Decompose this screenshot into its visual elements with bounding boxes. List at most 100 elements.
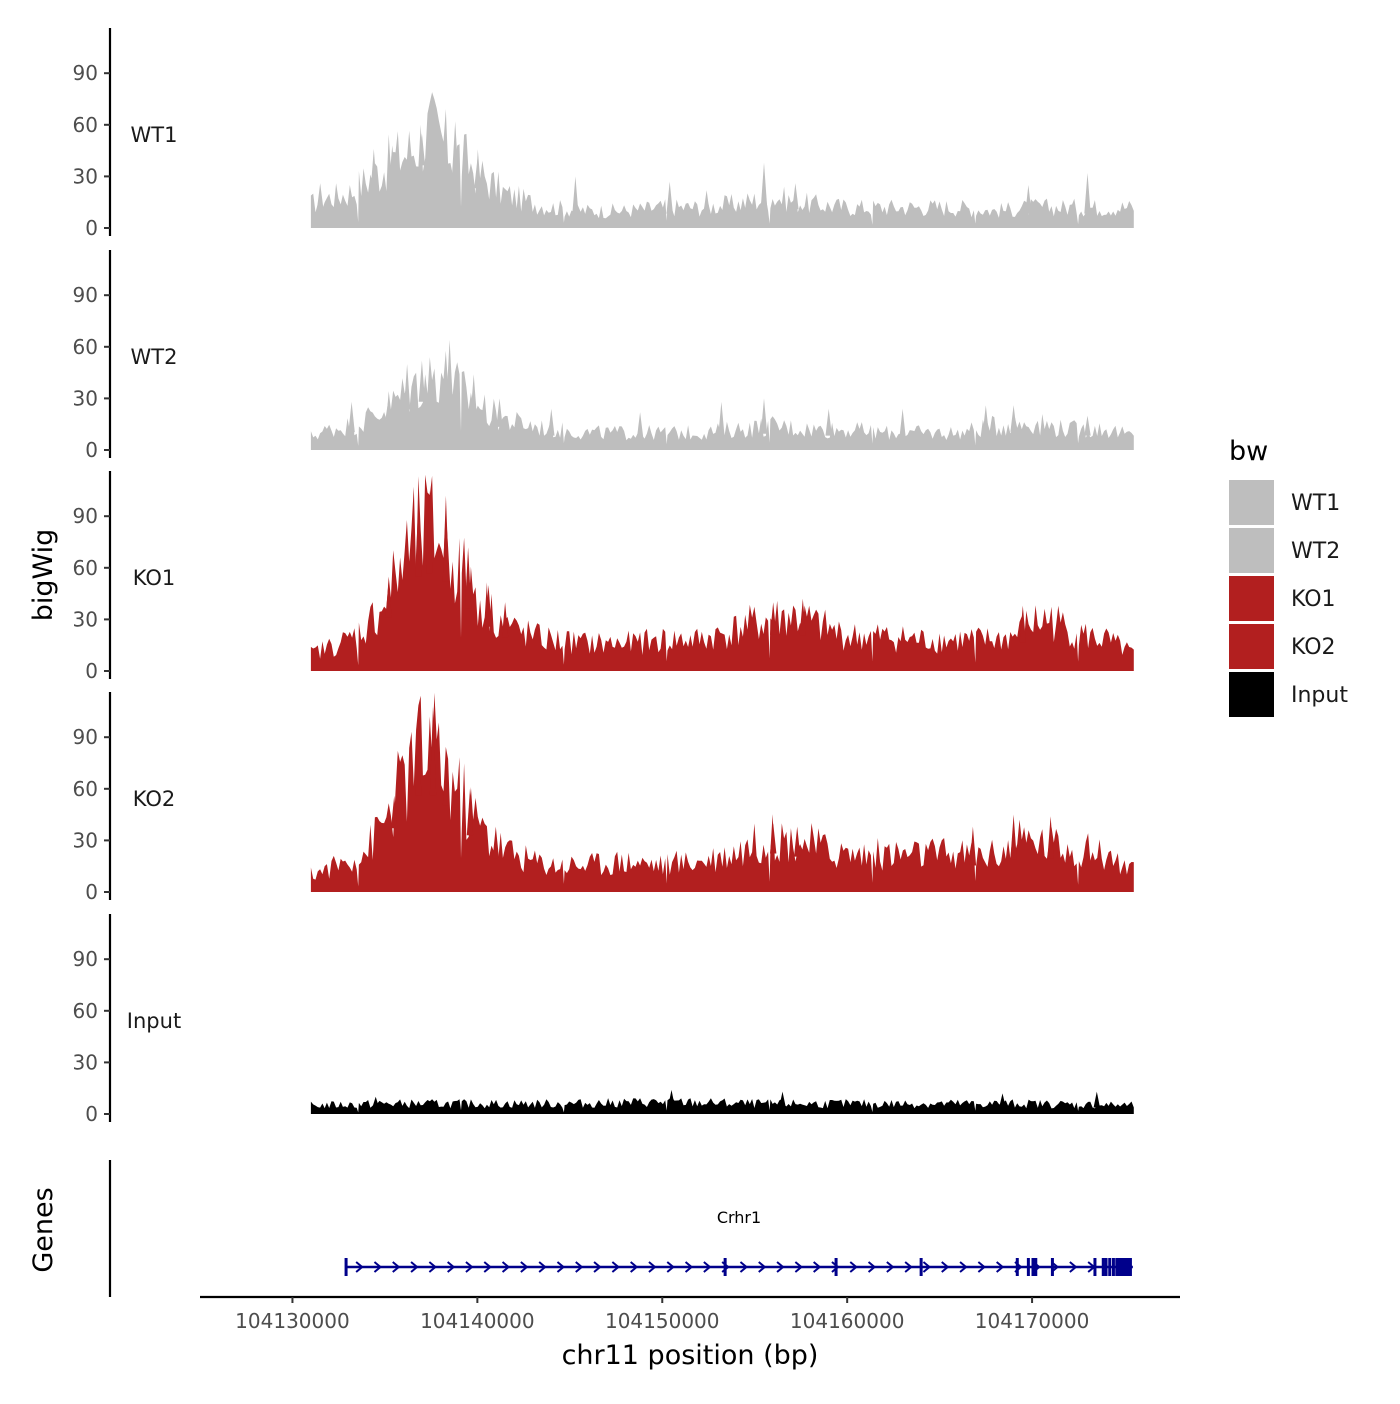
signal-peak bbox=[1019, 605, 1026, 643]
signal-peak bbox=[982, 405, 989, 435]
signal-peak bbox=[1093, 1091, 1100, 1108]
signal-peak bbox=[548, 408, 555, 436]
y-tick-label: 60 bbox=[73, 113, 98, 137]
legend-swatch-input bbox=[1229, 672, 1274, 717]
signal-peak bbox=[572, 176, 579, 216]
y-tick-label: 60 bbox=[73, 556, 98, 580]
strand-arrow-icon bbox=[666, 1261, 675, 1273]
signal-peak bbox=[418, 133, 426, 166]
gene-exon bbox=[1034, 1258, 1038, 1276]
signal-peak bbox=[1025, 185, 1032, 214]
y-tick-label: 90 bbox=[73, 283, 98, 307]
strand-arrow-icon bbox=[410, 1261, 419, 1273]
y-tick-label: 30 bbox=[73, 164, 98, 188]
legend-label-wt1: WT1 bbox=[1291, 491, 1340, 516]
signal-peak bbox=[385, 398, 392, 420]
track-label: WT1 bbox=[131, 123, 178, 147]
strand-arrow-icon bbox=[392, 1261, 401, 1273]
legend-swatch-wt1 bbox=[1229, 480, 1274, 525]
signal-peak bbox=[442, 495, 450, 582]
strand-arrow-icon bbox=[483, 1261, 492, 1273]
track-wt2: 0 30 60 90 WT2 bbox=[73, 250, 1134, 462]
strand-arrow-icon bbox=[630, 1261, 639, 1273]
y-tick-label: 30 bbox=[73, 1050, 98, 1074]
strand-arrow-icon bbox=[373, 1261, 383, 1273]
y-tick-label: 60 bbox=[73, 777, 98, 801]
signal-peak bbox=[770, 602, 777, 635]
gene-exon bbox=[1111, 1258, 1115, 1276]
signal-peak bbox=[666, 181, 673, 214]
y-tick-label: 60 bbox=[73, 335, 98, 359]
strand-arrow-icon bbox=[465, 1261, 474, 1273]
strand-arrow-icon bbox=[648, 1261, 657, 1273]
signal-area-wt2 bbox=[310, 350, 1134, 450]
signal-peak bbox=[501, 602, 509, 638]
track-wt1: 0 30 60 90 WT1 bbox=[73, 28, 1134, 240]
y-tick-label: 30 bbox=[73, 828, 98, 852]
strand-arrow-icon bbox=[776, 1261, 785, 1273]
track-ko2: 0 30 60 90 KO2 bbox=[73, 692, 1134, 904]
signal-peak bbox=[317, 183, 324, 209]
gene-label: Crhr1 bbox=[717, 1208, 761, 1227]
strand-arrow-icon bbox=[355, 1261, 364, 1273]
signal-peak bbox=[464, 547, 472, 609]
signal-peak bbox=[792, 183, 799, 210]
signal-peak bbox=[389, 145, 396, 181]
x-axis: 104130000 104140000 104150000 104160000 1041… bbox=[200, 1295, 1180, 1333]
legend-label-ko2: KO2 bbox=[1291, 635, 1336, 660]
signal-peak bbox=[391, 795, 398, 829]
strand-arrow-icon bbox=[904, 1261, 913, 1273]
legend-label-input: Input bbox=[1291, 683, 1348, 708]
strand-arrow-icon bbox=[867, 1261, 877, 1273]
strand-arrow-icon bbox=[593, 1261, 602, 1273]
gene-exon bbox=[723, 1258, 727, 1276]
gene-exon bbox=[1093, 1258, 1097, 1276]
y-tick-label: 30 bbox=[73, 386, 98, 410]
gene-exon bbox=[919, 1258, 923, 1276]
track-label: WT2 bbox=[131, 345, 178, 369]
y-tick-label: 0 bbox=[85, 880, 98, 904]
signal-peak bbox=[372, 1096, 379, 1107]
strand-arrow-icon bbox=[575, 1261, 584, 1273]
signal-peak bbox=[779, 1091, 786, 1107]
signal-peak bbox=[466, 788, 474, 836]
strand-arrow-icon bbox=[428, 1261, 437, 1273]
gene-exon bbox=[1101, 1258, 1105, 1276]
legend: bw WT1 WT2 KO1 KO2 Input bbox=[1229, 436, 1348, 717]
signal-peak bbox=[452, 121, 459, 176]
strand-arrow-icon bbox=[501, 1261, 511, 1273]
signal-peak bbox=[718, 401, 725, 437]
signal-peak bbox=[415, 706, 422, 796]
gene-exon bbox=[344, 1258, 348, 1276]
track-label: KO2 bbox=[133, 787, 176, 811]
x-tick-label: 104140000 bbox=[420, 1309, 535, 1333]
y-tick-label: 90 bbox=[73, 61, 98, 85]
track-ko1: 0 30 60 90 KO1 bbox=[73, 471, 1134, 683]
gene-exon bbox=[834, 1258, 838, 1276]
strand-arrow-icon bbox=[849, 1261, 858, 1273]
strand-arrow-icon bbox=[611, 1261, 620, 1273]
signal-peak bbox=[492, 826, 499, 859]
signal-peak bbox=[1010, 405, 1017, 432]
strand-arrow-icon bbox=[813, 1261, 822, 1273]
strand-arrow-icon bbox=[977, 1261, 986, 1273]
legend-swatch-ko1 bbox=[1229, 576, 1274, 621]
genes-panel: Crhr1 bbox=[108, 1160, 1133, 1297]
strand-arrow-icon bbox=[739, 1261, 749, 1273]
signal-peak bbox=[385, 581, 392, 618]
y-tick-label: 90 bbox=[73, 504, 98, 528]
legend-swatch-wt2 bbox=[1229, 528, 1274, 573]
y-axis-title: bigWig bbox=[28, 529, 59, 622]
gene-exon bbox=[1104, 1258, 1108, 1276]
x-tick-label: 104130000 bbox=[235, 1309, 350, 1333]
signal-peak bbox=[668, 1089, 675, 1106]
signal-peak bbox=[770, 823, 777, 854]
legend-title: bw bbox=[1229, 436, 1268, 467]
signal-peak bbox=[760, 398, 768, 434]
signal-peak bbox=[799, 598, 806, 636]
y-tick-label: 0 bbox=[85, 659, 98, 683]
signal-peak bbox=[760, 162, 768, 208]
signal-peak bbox=[1010, 814, 1017, 860]
legend-label-wt2: WT2 bbox=[1291, 539, 1340, 564]
